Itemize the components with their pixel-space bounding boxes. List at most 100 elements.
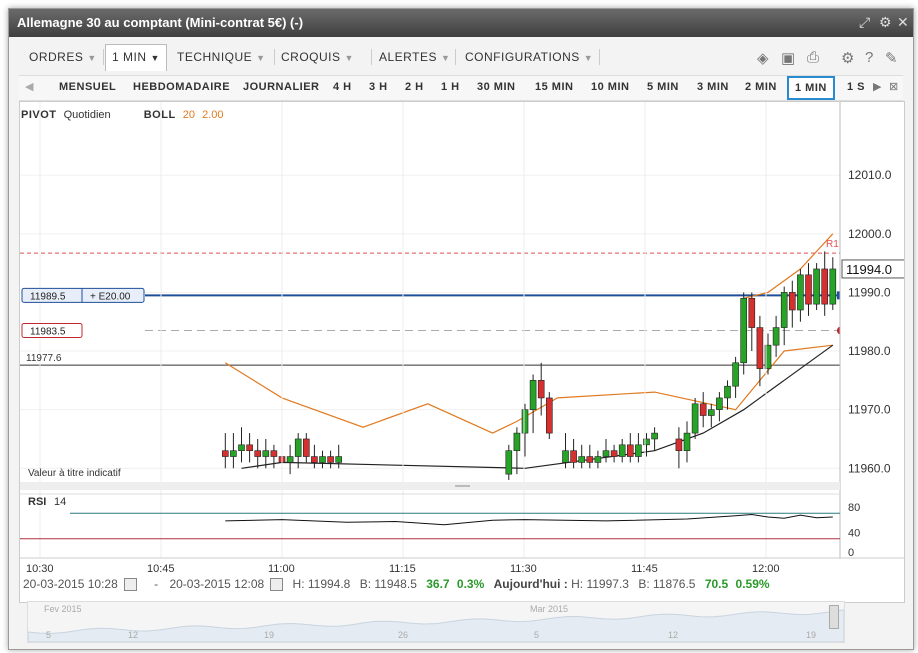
timeframe-3-h[interactable]: 3 H — [369, 81, 388, 93]
candle — [602, 450, 610, 457]
expand-icon[interactable]: ⤢ — [859, 14, 871, 30]
timeframe-2-h[interactable]: 2 H — [405, 81, 424, 93]
menu-configurations[interactable]: CONFIGURATIONS ▼ — [465, 50, 594, 64]
end-date: 20-03-2015 12:08 — [169, 577, 265, 591]
scroll-left-icon[interactable]: ◀ — [25, 81, 34, 93]
candle — [327, 456, 334, 463]
navigator-area — [27, 609, 845, 643]
candle — [294, 438, 302, 457]
scroll-right-icon[interactable]: ▶ — [873, 81, 882, 93]
calendar-icon[interactable] — [270, 578, 284, 592]
calendar-icon[interactable] — [123, 578, 137, 592]
title-bar[interactable]: Allemagne 30 au comptant (Mini-contrat 5… — [9, 9, 913, 37]
candle — [562, 450, 569, 463]
r1-label: R1 — [826, 239, 839, 250]
candle — [578, 456, 586, 463]
candle — [529, 380, 537, 410]
menu-label: CONFIGURATIONS — [465, 50, 580, 64]
price-tick-label: 12010.0 — [848, 168, 892, 182]
close-icon[interactable]: ✕ — [897, 14, 909, 30]
close-timeframes-icon[interactable]: ⊠ — [889, 81, 899, 93]
menu-bar: ORDRES ▼ 1 MIN ▼ TECHNIQUE ▼ CROQUIS ▼ ALERT… — [19, 44, 903, 71]
timeframe-15-min[interactable]: 15 MIN — [535, 81, 574, 93]
rsi-line — [225, 513, 833, 526]
timeframe-hebdomadaire[interactable]: HEBDOMADAIRE — [133, 81, 231, 93]
menu-technique[interactable]: TECHNIQUE ▼ — [177, 50, 266, 64]
navigator[interactable]: Fev 2015 Mar 2015 5 12 19 26 5 12 19 — [27, 601, 845, 643]
menu-label: ORDRES — [29, 50, 84, 64]
position-tag — [21, 287, 145, 303]
candle — [230, 450, 237, 457]
navigator-day: 26 — [398, 630, 408, 640]
price-tick-label: 11960.0 — [848, 461, 891, 475]
timeframe-mensuel[interactable]: MENSUEL — [59, 81, 117, 93]
pin-icon[interactable]: ✎ — [885, 50, 898, 67]
navigator-day: 12 — [128, 630, 138, 640]
candle — [262, 450, 270, 457]
timeframe-journalier[interactable]: JOURNALIER — [243, 81, 320, 93]
candle — [610, 450, 618, 457]
price-plot — [20, 174, 840, 480]
range-high: H: 11994.8 — [292, 577, 351, 591]
timeframe-1-min[interactable]: 1 MIN — [787, 76, 835, 100]
menu-croquis[interactable]: CROQUIS ▼ — [281, 50, 354, 64]
line-price-label: 11977.6 — [26, 353, 62, 364]
timeframe-4-h[interactable]: 4 H — [333, 81, 352, 93]
candle — [651, 432, 658, 440]
timeframe-5-min[interactable]: 5 MIN — [647, 81, 679, 93]
time-tick-label: 11:45 — [631, 563, 658, 575]
menu-timeframe[interactable]: 1 MIN ▼ — [105, 44, 167, 71]
candle — [286, 456, 294, 463]
today-high: H: 11997.3 — [571, 577, 629, 591]
candle — [626, 444, 634, 457]
time-tick-label: 11:15 — [389, 563, 416, 575]
navigator-day: 5 — [46, 630, 51, 640]
candle — [570, 450, 577, 463]
navigator-handle[interactable] — [829, 605, 839, 629]
candle — [505, 450, 513, 475]
chart-area[interactable]: 12010.0 12000.0 11990.0 11980.0 11970.0 11960… — [19, 101, 909, 603]
boll-dev: 2.00 — [202, 109, 224, 121]
settings-icon[interactable]: ⚙ — [879, 14, 892, 30]
navigator-month: Mar 2015 — [530, 604, 568, 614]
chart-window: Allemagne 30 au comptant (Mini-contrat 5… — [8, 8, 914, 650]
candle — [707, 409, 715, 416]
menu-label: CROQUIS — [281, 50, 341, 64]
candle — [270, 450, 278, 457]
candle — [319, 456, 326, 463]
candle — [513, 432, 521, 451]
timeframe-10-min[interactable]: 10 MIN — [591, 81, 630, 93]
candle — [780, 292, 788, 328]
gear-icon[interactable]: ⚙ — [841, 50, 855, 67]
candle — [772, 327, 780, 346]
navigator-chart[interactable]: Fev 2015 Mar 2015 5 12 19 26 5 12 19 — [27, 602, 845, 643]
boll-label: BOLL — [143, 109, 176, 121]
candle — [311, 456, 318, 463]
time-tick-label: 12:00 — [752, 563, 780, 575]
timeframe-2-min[interactable]: 2 MIN — [745, 81, 777, 93]
timeframe-1-s[interactable]: 1 S — [847, 81, 866, 93]
navigator-day: 19 — [806, 630, 816, 640]
candle — [618, 444, 626, 457]
menu-alertes[interactable]: ALERTES ▼ — [379, 50, 451, 64]
price-chart[interactable]: 12010.0 12000.0 11990.0 11980.0 11970.0 11960… — [20, 102, 909, 602]
help-icon[interactable]: ? — [865, 49, 874, 66]
price-tick-label: 11990.0 — [848, 285, 891, 299]
time-tick-label: 11:30 — [510, 563, 537, 575]
layers-icon[interactable]: ◈ — [757, 50, 769, 67]
candle — [805, 274, 812, 305]
candle — [586, 456, 594, 463]
image-icon[interactable]: ▣ — [781, 50, 796, 67]
print-icon[interactable]: ⎙ — [807, 49, 820, 66]
navigator-month: Fev 2015 — [44, 604, 82, 614]
rsi-tick-label: 0 — [848, 547, 854, 559]
indicator-legend: PIVOT Quotidien BOLL 20 2.00 — [21, 109, 223, 121]
candle — [724, 385, 731, 399]
candle — [748, 297, 756, 328]
candle — [545, 397, 553, 434]
timeframe-30-min[interactable]: 30 MIN — [477, 81, 516, 93]
timeframe-1-h[interactable]: 1 H — [441, 81, 460, 93]
timeframe-3-min[interactable]: 3 MIN — [697, 81, 729, 93]
menu-ordres[interactable]: ORDRES ▼ — [29, 50, 97, 64]
time-tick-label: 10:45 — [147, 563, 175, 575]
